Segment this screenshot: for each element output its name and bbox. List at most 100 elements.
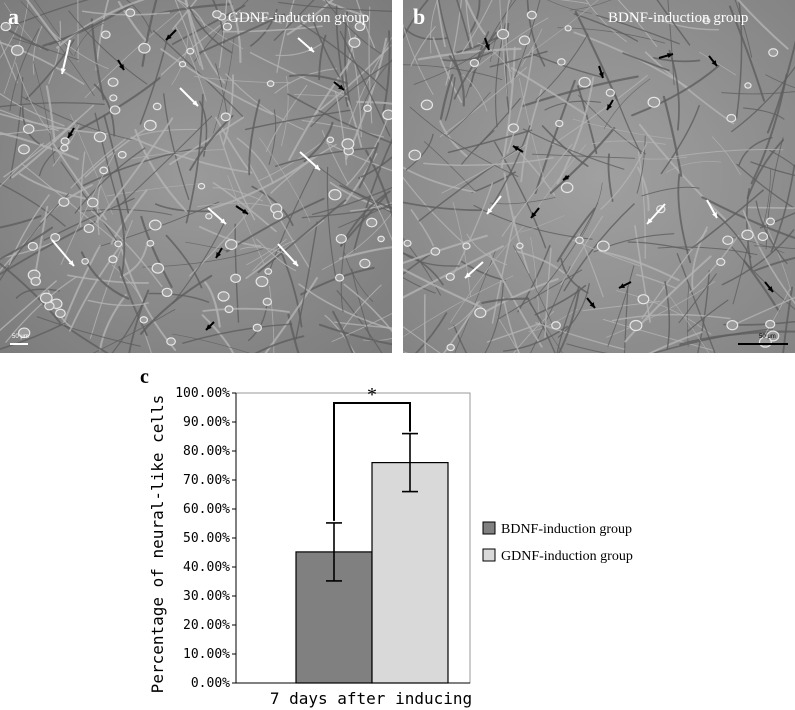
cell-body bbox=[125, 8, 136, 17]
cell-body bbox=[18, 144, 30, 155]
cell-body bbox=[99, 166, 109, 175]
cell-process bbox=[287, 93, 392, 144]
cell-process bbox=[36, 316, 141, 347]
cell-process bbox=[15, 62, 51, 134]
cell-process bbox=[0, 102, 105, 108]
cell-body bbox=[341, 138, 355, 150]
cell-process bbox=[48, 24, 92, 46]
cell-process bbox=[759, 212, 795, 229]
cell-process bbox=[56, 0, 145, 49]
cell-process bbox=[0, 109, 59, 132]
cell-process bbox=[566, 343, 609, 353]
cell-process bbox=[551, 75, 648, 146]
cell-process bbox=[359, 176, 392, 242]
black-arrowhead bbox=[563, 174, 569, 180]
cell-body bbox=[10, 44, 24, 56]
cell-body bbox=[445, 272, 455, 281]
cell-process bbox=[185, 93, 204, 224]
cell-process bbox=[617, 0, 658, 47]
significance-bracket bbox=[333, 402, 411, 521]
cell-body bbox=[264, 268, 273, 275]
cell-body bbox=[230, 273, 242, 284]
cell-process bbox=[439, 73, 454, 120]
cell-process bbox=[301, 206, 392, 219]
cell-process bbox=[403, 234, 488, 265]
cell-body bbox=[768, 48, 779, 57]
cell-process bbox=[81, 10, 170, 16]
cell-process bbox=[517, 244, 551, 313]
cell-body bbox=[328, 189, 342, 201]
cell-process bbox=[0, 39, 18, 84]
white-arrowhead bbox=[60, 68, 66, 74]
cell-process bbox=[556, 285, 580, 353]
y-tick-label: 50.00% bbox=[183, 531, 230, 546]
cell-process bbox=[15, 288, 60, 299]
cell-process bbox=[45, 85, 56, 143]
cell-body bbox=[18, 327, 31, 339]
cell-process bbox=[171, 33, 189, 85]
cell-process bbox=[0, 182, 66, 227]
cell-body bbox=[348, 37, 361, 48]
micrograph-bdnf: b BDNF-induction group 50 μm bbox=[403, 0, 795, 353]
cell-process bbox=[174, 24, 207, 102]
cell-process bbox=[662, 95, 683, 177]
cell-body bbox=[272, 210, 284, 220]
cell-process bbox=[534, 284, 587, 316]
cell-process bbox=[139, 274, 213, 335]
cell-process bbox=[324, 0, 382, 55]
cell-body bbox=[109, 94, 118, 102]
cell-process bbox=[436, 0, 446, 48]
cell-process bbox=[0, 321, 68, 351]
cell-process bbox=[762, 217, 792, 291]
cell-body bbox=[408, 149, 422, 161]
white-arrowhead bbox=[192, 100, 198, 106]
cell-body bbox=[139, 316, 149, 324]
cell-process bbox=[268, 109, 277, 165]
black-arrowhead bbox=[484, 44, 490, 50]
cell-process bbox=[560, 258, 589, 294]
black-arrowhead bbox=[206, 324, 212, 330]
cell-process bbox=[76, 76, 161, 132]
cell-process bbox=[572, 118, 673, 140]
cell-body bbox=[22, 123, 35, 134]
black-arrowhead bbox=[216, 252, 222, 258]
cell-process bbox=[273, 0, 315, 41]
cell-body bbox=[334, 273, 345, 282]
cell-process bbox=[334, 321, 392, 329]
cell-process bbox=[403, 275, 514, 337]
cell-process bbox=[721, 229, 795, 286]
cell-process bbox=[339, 246, 392, 260]
cell-body bbox=[252, 323, 262, 332]
black-arrowhead bbox=[531, 212, 537, 218]
cell-process bbox=[169, 116, 245, 166]
cell-process bbox=[321, 212, 392, 270]
cell-body bbox=[560, 182, 574, 194]
cell-process bbox=[347, 100, 363, 148]
cell-process bbox=[413, 34, 503, 85]
cell-body bbox=[359, 258, 371, 269]
cell-process bbox=[577, 85, 598, 155]
white-arrow bbox=[51, 239, 75, 267]
cell-process bbox=[602, 318, 714, 351]
cell-process bbox=[267, 167, 316, 277]
cell-process bbox=[679, 330, 795, 346]
cell-process bbox=[591, 140, 666, 145]
cell-process bbox=[25, 0, 60, 44]
cell-process bbox=[766, 40, 795, 134]
cell-process bbox=[358, 142, 380, 189]
black-arrowhead bbox=[598, 72, 604, 78]
cell-process bbox=[362, 337, 392, 341]
cell-process bbox=[278, 1, 392, 12]
cell-process bbox=[403, 351, 409, 353]
cell-process bbox=[453, 31, 497, 100]
cell-process bbox=[667, 0, 675, 86]
cell-process bbox=[117, 0, 149, 44]
cell-process bbox=[268, 285, 275, 353]
cell-process bbox=[222, 74, 234, 146]
cell-process bbox=[42, 2, 135, 47]
cell-process bbox=[491, 215, 516, 324]
white-arrowhead bbox=[308, 46, 314, 52]
micrograph-bdnf-image bbox=[403, 0, 795, 353]
panel-c-label: c bbox=[140, 366, 149, 388]
black-arrowhead bbox=[667, 52, 673, 58]
